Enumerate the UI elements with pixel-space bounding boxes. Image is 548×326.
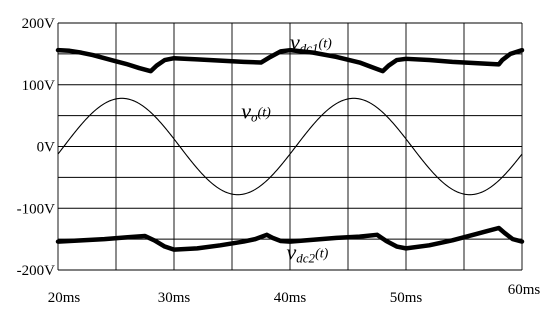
x-tick-label: 30ms xyxy=(158,290,191,306)
y-tick-label: 0V xyxy=(37,140,56,156)
grid xyxy=(57,22,523,271)
series-annotation-dc2: vdc2(t) xyxy=(287,240,329,266)
series-layer xyxy=(55,47,525,252)
annotation-symbol: v xyxy=(287,240,297,265)
y-tick-label: -100V xyxy=(17,201,55,217)
annotation-symbol: v xyxy=(241,99,251,124)
x-tick-labels: 20ms 30ms 40ms 50ms 60ms xyxy=(48,282,541,306)
series-vdc1-line xyxy=(55,47,525,74)
series-annotation-dc1: vdc1(t) xyxy=(290,30,332,56)
annotation-argument: (t) xyxy=(319,37,333,52)
x-tick-label: 40ms xyxy=(274,290,307,306)
y-tick-label: 200V xyxy=(22,16,56,32)
annotation-subscript: dc2 xyxy=(296,251,315,266)
annotation-argument: (t) xyxy=(315,247,329,262)
annotation-argument: (t) xyxy=(258,106,272,121)
y-tick-label: 100V xyxy=(22,78,56,94)
annotation-symbol: v xyxy=(290,30,300,55)
annotation-subscript: o xyxy=(251,110,258,125)
series-annotations: vdc1(t)vo(t)vdc2(t) xyxy=(241,30,332,266)
y-tick-labels: 200V 100V 0V -100V -200V xyxy=(17,16,55,279)
x-tick-label: 50ms xyxy=(390,290,423,306)
annotation-subscript: dc1 xyxy=(300,41,319,56)
series-vo-line xyxy=(57,97,523,196)
x-tick-label: 60ms xyxy=(508,282,541,298)
y-tick-label: -200V xyxy=(17,263,55,279)
x-tick-label: 20ms xyxy=(48,290,81,306)
series-vdc2-line xyxy=(55,225,525,252)
series-annotation-o: vo(t) xyxy=(241,99,271,125)
